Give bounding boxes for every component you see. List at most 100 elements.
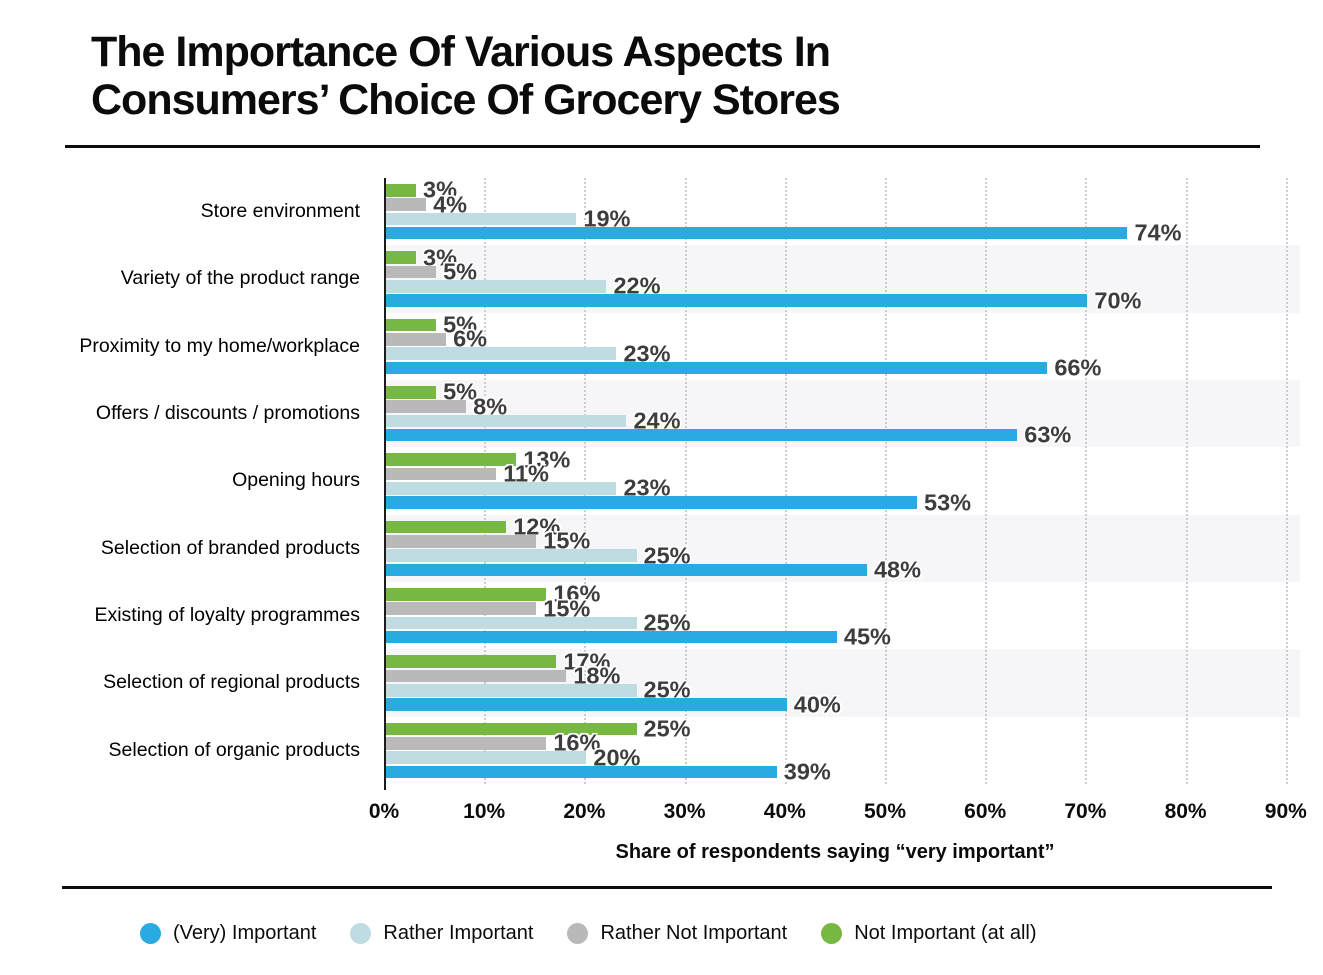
gridline xyxy=(885,178,887,784)
bar-rather-important xyxy=(386,751,587,764)
bar-not-important-at-all xyxy=(386,318,437,332)
bar-rather-not-important xyxy=(386,669,567,683)
legend: (Very) Important Rather Important Rather N… xyxy=(140,914,1037,952)
bar-very-important xyxy=(386,226,1128,240)
bar-very-important xyxy=(386,630,837,644)
x-tick-label: 60% xyxy=(964,800,1007,823)
legend-item-rather-important: Rather Important xyxy=(350,922,533,945)
category-label: Offers / discounts / promotions xyxy=(95,401,360,424)
category-label: Store environment xyxy=(200,200,360,222)
gridline xyxy=(1185,178,1188,784)
title-divider xyxy=(65,145,1260,148)
legend-swatch-circle xyxy=(567,922,589,944)
bar-rather-important xyxy=(386,549,637,562)
bar-not-important-at-all xyxy=(386,722,637,736)
gridline xyxy=(985,178,988,784)
x-axis-ticks: 0% 10% 20% 30% 40% 50% 60% 70% 80% 90% xyxy=(0,800,1323,826)
value-label: 48% xyxy=(873,556,921,583)
bar-rather-not-important xyxy=(386,534,537,548)
bar-not-important-at-all xyxy=(386,385,437,399)
bar-very-important xyxy=(386,496,918,509)
value-label: 16% xyxy=(553,580,601,607)
gridline xyxy=(684,178,687,784)
bar-rather-not-important xyxy=(386,602,537,615)
bar-rather-important xyxy=(386,481,617,495)
x-axis-caption: Share of respondents saying “very import… xyxy=(615,841,1055,863)
value-label: 74% xyxy=(1134,219,1182,246)
legend-item-label: (Very) Important xyxy=(173,921,317,944)
x-tick-label: 50% xyxy=(863,800,907,823)
value-label: 45% xyxy=(843,623,891,650)
category-labels: Store environment Variety of the product … xyxy=(0,178,360,784)
bar-rather-not-important xyxy=(386,198,427,211)
value-label: 17% xyxy=(563,648,611,675)
category-label: Existing of loyalty programmes xyxy=(94,603,360,626)
bar-not-important-at-all xyxy=(386,184,417,197)
bar-not-important-at-all xyxy=(386,251,417,264)
bar-not-important-at-all xyxy=(386,453,517,466)
legend-item-label: Rather Important xyxy=(383,921,534,944)
x-tick-label: 40% xyxy=(763,800,806,823)
legend-swatch-circle xyxy=(821,922,843,944)
bar-rather-not-important xyxy=(386,265,437,279)
bar-very-important xyxy=(386,361,1048,375)
value-label: 53% xyxy=(924,489,972,516)
title-line-2: Consumers’ Choice Of Grocery Stores xyxy=(91,76,841,124)
legend-divider xyxy=(62,886,1272,889)
x-tick-label: 20% xyxy=(563,800,606,823)
bar-rather-important xyxy=(386,683,637,697)
gridline xyxy=(484,178,487,784)
category-label: Opening hours xyxy=(232,469,360,492)
bar-not-important-at-all xyxy=(386,587,547,601)
legend-item-label: Not Important (at all) xyxy=(854,921,1037,944)
gridline xyxy=(1085,178,1088,784)
gridline xyxy=(1285,178,1288,784)
bar-very-important xyxy=(386,765,777,779)
bar-rather-important xyxy=(386,616,637,630)
legend-item-not-important-at-all: Not Important (at all) xyxy=(821,921,1037,945)
gridline xyxy=(784,178,787,784)
bar-rather-important xyxy=(386,279,607,293)
page-title: The Importance Of Various Aspects In Con… xyxy=(91,28,841,124)
bar-rather-not-important xyxy=(386,467,497,481)
value-label: 63% xyxy=(1024,421,1072,448)
bar-very-important xyxy=(386,563,867,577)
x-tick-label: 30% xyxy=(663,800,706,823)
category-label: Selection of regional products xyxy=(103,671,360,694)
value-label: 39% xyxy=(783,758,831,785)
value-label: 5% xyxy=(443,311,478,338)
y-axis-line xyxy=(384,178,386,790)
bar-rather-important xyxy=(386,212,577,226)
bar-rather-not-important xyxy=(386,400,467,413)
category-label: Selection of organic products xyxy=(108,738,360,761)
bar-rather-not-important xyxy=(386,332,447,346)
bar-rather-important xyxy=(386,347,617,360)
bar-not-important-at-all xyxy=(386,655,557,668)
legend-swatch-circle xyxy=(140,922,161,944)
bar-very-important xyxy=(386,698,787,711)
value-label: 40% xyxy=(793,691,841,717)
value-label: 25% xyxy=(643,715,691,742)
category-label: Selection of branded products xyxy=(100,536,360,559)
plot-area: 3% 4% 19% 74% 3% 5% 22% 70% 5% 6% 23% 66% 5% 8% 24% 63%… xyxy=(384,176,1300,785)
bar-very-important xyxy=(386,428,1018,442)
legend-swatch-circle xyxy=(350,922,372,944)
value-label: 70% xyxy=(1094,287,1142,314)
bar-not-important-at-all xyxy=(386,520,507,534)
value-label: 13% xyxy=(523,446,571,473)
legend-item-label: Rather Not Important xyxy=(600,921,788,944)
x-tick-label: 70% xyxy=(1064,800,1107,823)
legend-item-very-important: (Very) Important xyxy=(140,922,316,945)
gridline xyxy=(584,178,587,784)
bar-rather-not-important xyxy=(386,736,547,750)
value-label: 66% xyxy=(1054,354,1102,381)
x-tick-label: 90% xyxy=(1264,800,1307,823)
x-tick-label: 80% xyxy=(1164,800,1207,823)
category-label: Proximity to my home/workplace xyxy=(79,334,360,357)
title-line-1: The Importance Of Various Aspects In xyxy=(91,28,831,76)
category-label: Variety of the product range xyxy=(120,267,360,290)
bar-very-important xyxy=(386,294,1088,307)
value-label: 3% xyxy=(423,176,458,203)
bar-rather-important xyxy=(386,414,627,428)
